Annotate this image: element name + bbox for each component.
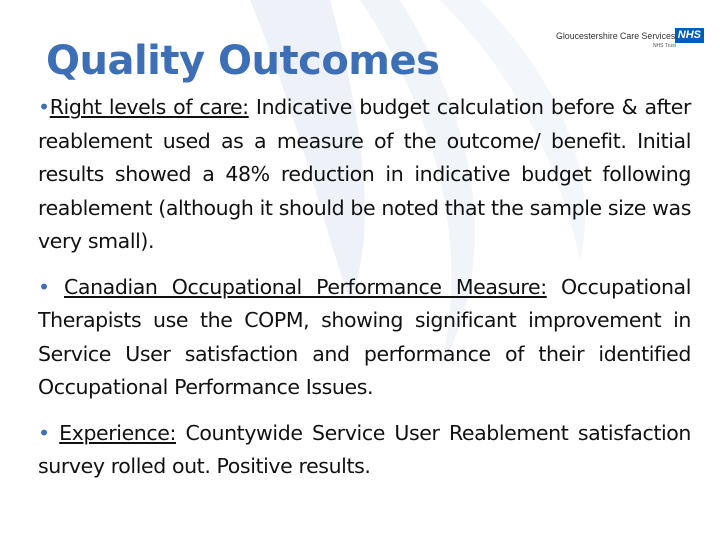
- logo-organisation-name: Gloucestershire Care Services: [556, 31, 676, 41]
- bullet-list: •Right levels of care: Indicative budget…: [38, 91, 691, 484]
- bullet-heading: Experience:: [59, 420, 176, 445]
- bullet-item: •Right levels of care: Indicative budget…: [38, 91, 691, 259]
- slide-title: Quality Outcomes: [46, 38, 440, 84]
- logo-trust-label: NHS Trust: [652, 43, 676, 49]
- organisation-logo: Gloucestershire Care Services NHS NHS Tr…: [556, 28, 706, 54]
- bullet-item: • Canadian Occupational Performance Meas…: [38, 271, 691, 405]
- bullet-marker: •: [38, 420, 50, 445]
- bullet-body: Indicative budget calculation before & a…: [38, 95, 691, 253]
- bullet-body: Countywide Service User Reablement satis…: [38, 420, 691, 479]
- bullet-marker: •: [38, 274, 50, 299]
- nhs-badge: NHS: [674, 28, 704, 43]
- bullet-heading: Right levels of care:: [49, 95, 249, 119]
- bullet-heading: Canadian Occupational Performance Measur…: [64, 274, 547, 299]
- bullet-marker: •: [38, 95, 50, 119]
- bullet-item: • Experience: Countywide Service User Re…: [38, 417, 691, 484]
- bullet-body: Occupational Therapists use the COPM, sh…: [38, 274, 692, 400]
